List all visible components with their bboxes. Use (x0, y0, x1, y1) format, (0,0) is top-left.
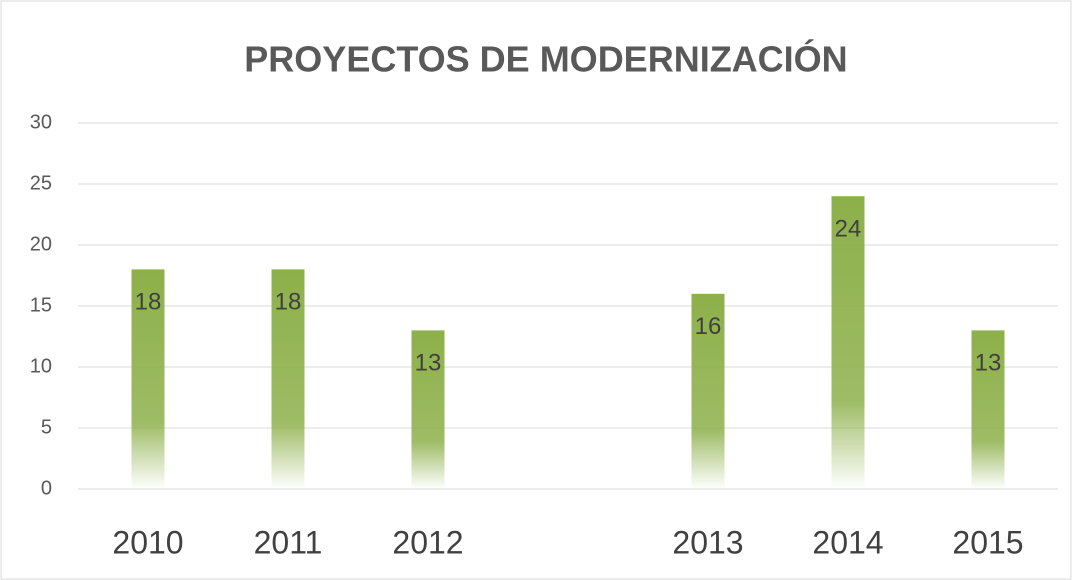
x-tick-label: 2010 (112, 524, 183, 560)
bar (971, 330, 1005, 489)
data-label: 18 (275, 289, 302, 316)
data-label: 24 (835, 216, 862, 243)
bar (131, 269, 165, 489)
y-tick-label: 10 (30, 355, 52, 377)
data-label: 16 (695, 313, 722, 340)
x-tick-label: 2015 (952, 524, 1023, 560)
y-tick-label: 0 (41, 477, 52, 499)
y-tick-label: 20 (30, 233, 52, 255)
bar (271, 269, 305, 489)
x-tick-label: 2014 (812, 524, 883, 560)
x-tick-label: 2012 (392, 524, 463, 560)
bar (831, 196, 865, 489)
y-tick-label: 5 (41, 416, 52, 438)
x-tick-label: 2013 (672, 524, 743, 560)
data-label: 18 (135, 289, 162, 316)
bar (691, 293, 725, 489)
y-tick-label: 15 (30, 294, 52, 316)
y-tick-label: 25 (30, 172, 52, 194)
bar (411, 330, 445, 489)
x-tick-label: 2011 (254, 524, 323, 560)
y-tick-label: 30 (30, 111, 52, 133)
data-label: 13 (415, 350, 442, 377)
chart-title: PROYECTOS DE MODERNIZACIÓN (244, 38, 847, 80)
data-label: 13 (975, 350, 1002, 377)
